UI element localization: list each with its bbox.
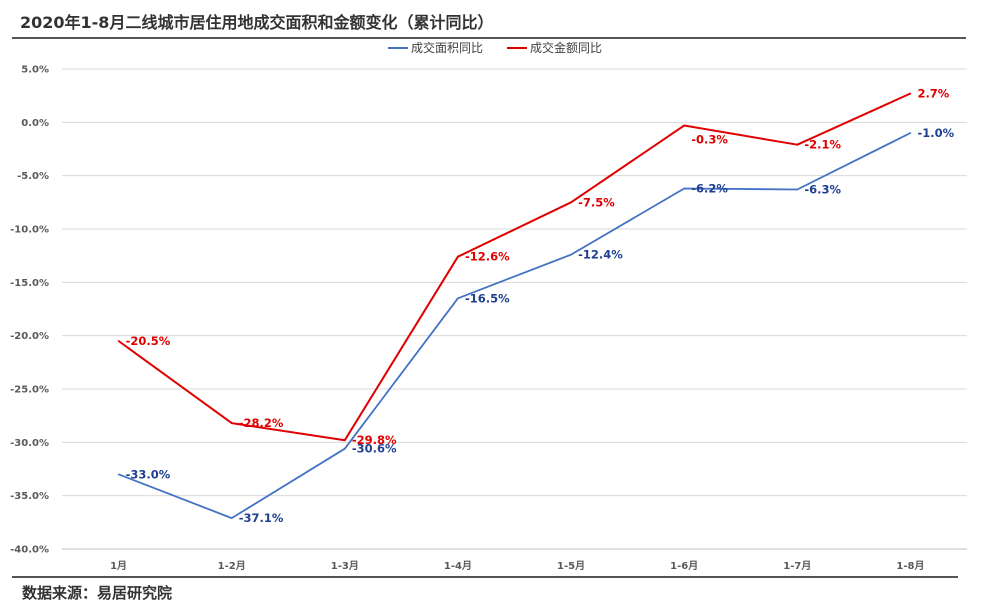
data-point <box>344 439 346 442</box>
data-label: -6.3% <box>804 183 841 197</box>
y-axis: 5.0% 0.0% -5.0% -10.0% -15.0% -20.0% -25.0% -30… <box>10 65 49 556</box>
data-point <box>683 124 685 127</box>
data-label: -6.2% <box>691 181 728 195</box>
data-label: -33.0% <box>126 467 171 481</box>
data-label: 2.7% <box>917 87 949 101</box>
data-point <box>909 132 912 134</box>
series-line <box>118 92 911 442</box>
data-point <box>344 447 346 450</box>
x-axis: 1月 1-2月 1-3月 1-4月 1-5月 1-6月 1-7月 1-8月 <box>62 548 967 572</box>
data-point <box>457 255 459 258</box>
legend-label: 成交金额同比 <box>530 40 602 55</box>
y-tick-label: 0.0% <box>21 118 49 129</box>
data-label: -37.1% <box>239 511 284 525</box>
data-point <box>683 187 685 190</box>
source-note: 数据来源：易居研究院 <box>22 584 173 602</box>
data-point <box>230 422 233 424</box>
data-point <box>570 201 572 204</box>
y-tick-label: -25.0% <box>10 385 49 396</box>
y-tick-label: -35.0% <box>10 491 49 502</box>
data-label: -1.0% <box>917 126 954 140</box>
data-label: -28.2% <box>239 416 284 430</box>
data-label: -16.5% <box>465 291 510 305</box>
data-point <box>796 188 799 191</box>
data-label: -29.8% <box>352 433 397 447</box>
y-tick-label: -5.0% <box>17 171 49 182</box>
x-tick-label: 1-6月 <box>670 560 698 572</box>
x-tick-label: 1月 <box>110 560 127 572</box>
y-tick-label: -30.0% <box>10 438 49 449</box>
y-tick-label: -15.0% <box>10 278 49 289</box>
data-label: -12.6% <box>465 250 510 264</box>
data-labels: -33.0% -37.1% -30.6% -16.5% -12.4% -6.2% -6.3%… <box>126 87 955 526</box>
legend: 成交面积同比 成交金额同比 <box>388 40 602 55</box>
legend-label: 成交面积同比 <box>411 40 483 55</box>
source-divider <box>12 576 958 578</box>
x-tick-label: 1-7月 <box>783 560 811 572</box>
data-label: -20.5% <box>126 334 171 348</box>
x-tick-label: 1-4月 <box>444 560 472 572</box>
data-label: -12.4% <box>578 248 623 262</box>
data-label: -7.5% <box>578 195 615 209</box>
x-tick-label: 1-8月 <box>896 560 924 572</box>
data-point <box>909 92 912 95</box>
data-point <box>230 517 233 519</box>
series-lines <box>117 92 912 519</box>
title-divider <box>12 37 966 39</box>
y-tick-label: 5.0% <box>21 65 49 76</box>
y-tick-label: -10.0% <box>10 225 49 236</box>
x-tick-label: 1-3月 <box>331 560 359 572</box>
x-tick-label: 1-2月 <box>218 560 246 572</box>
data-point <box>570 253 572 256</box>
data-label: -30.6% <box>352 442 397 456</box>
data-point <box>457 297 459 300</box>
x-tick-label: 1-5月 <box>557 560 585 572</box>
data-point <box>796 143 799 146</box>
data-label: -0.3% <box>691 133 728 147</box>
y-tick-label: -40.0% <box>10 545 49 556</box>
data-point <box>117 473 120 476</box>
data-point <box>117 340 120 342</box>
data-label: -2.1% <box>804 138 841 152</box>
chart-title: 2020年1-8月二线城市居住用地成交面积和金额变化（累计同比） <box>20 13 494 32</box>
series-line <box>118 132 911 519</box>
y-tick-label: -20.0% <box>10 331 49 342</box>
